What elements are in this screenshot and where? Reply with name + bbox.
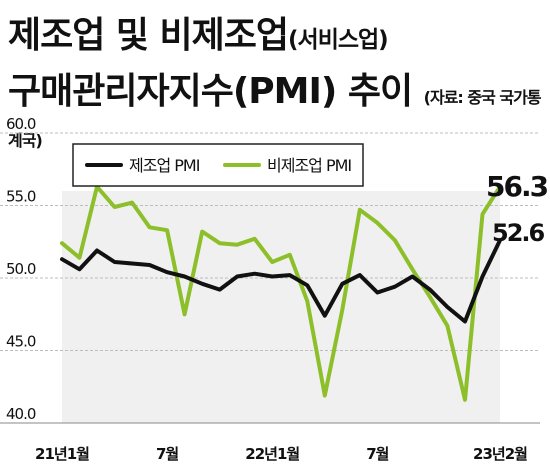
source-note: (자료: 중국 국가통계국): [8, 88, 542, 150]
title-sub: (서비스업): [288, 27, 389, 53]
y-tick-label: 60.0: [6, 115, 36, 133]
legend-label: 비제조업 PMI: [267, 156, 351, 175]
y-tick-label: 55.0: [6, 188, 36, 206]
x-tick-label: 21년1월: [35, 445, 89, 463]
chart-title-line1: 제조업 및 비제조업(서비스업): [8, 6, 389, 58]
title-main-2: 구매관리자지수(PMI) 추이: [8, 71, 413, 112]
x-tick-label: 7월: [366, 445, 388, 463]
series-line-non-manufacturing: [60, 184, 502, 402]
y-tick-label: 45.0: [6, 333, 36, 351]
plot-area: [62, 191, 500, 423]
chart-title-line2: 구매관리자지수(PMI) 추이 (자료: 중국 국가통계국): [8, 62, 550, 155]
x-tick-label: 7월: [156, 445, 178, 463]
series-line-manufacturing: [60, 238, 502, 324]
legend-label: 제조업 PMI: [129, 156, 200, 175]
x-tick-label: 22년1월: [245, 445, 299, 463]
end-value-label: 52.6: [492, 219, 545, 247]
y-tick-label: 50.0: [6, 260, 36, 278]
title-main: 제조업 및 비제조업: [8, 15, 289, 56]
x-tick-label: 23년2월: [473, 445, 527, 463]
end-value-label: 56.3: [486, 170, 548, 203]
y-tick-label: 40.0: [6, 405, 36, 423]
